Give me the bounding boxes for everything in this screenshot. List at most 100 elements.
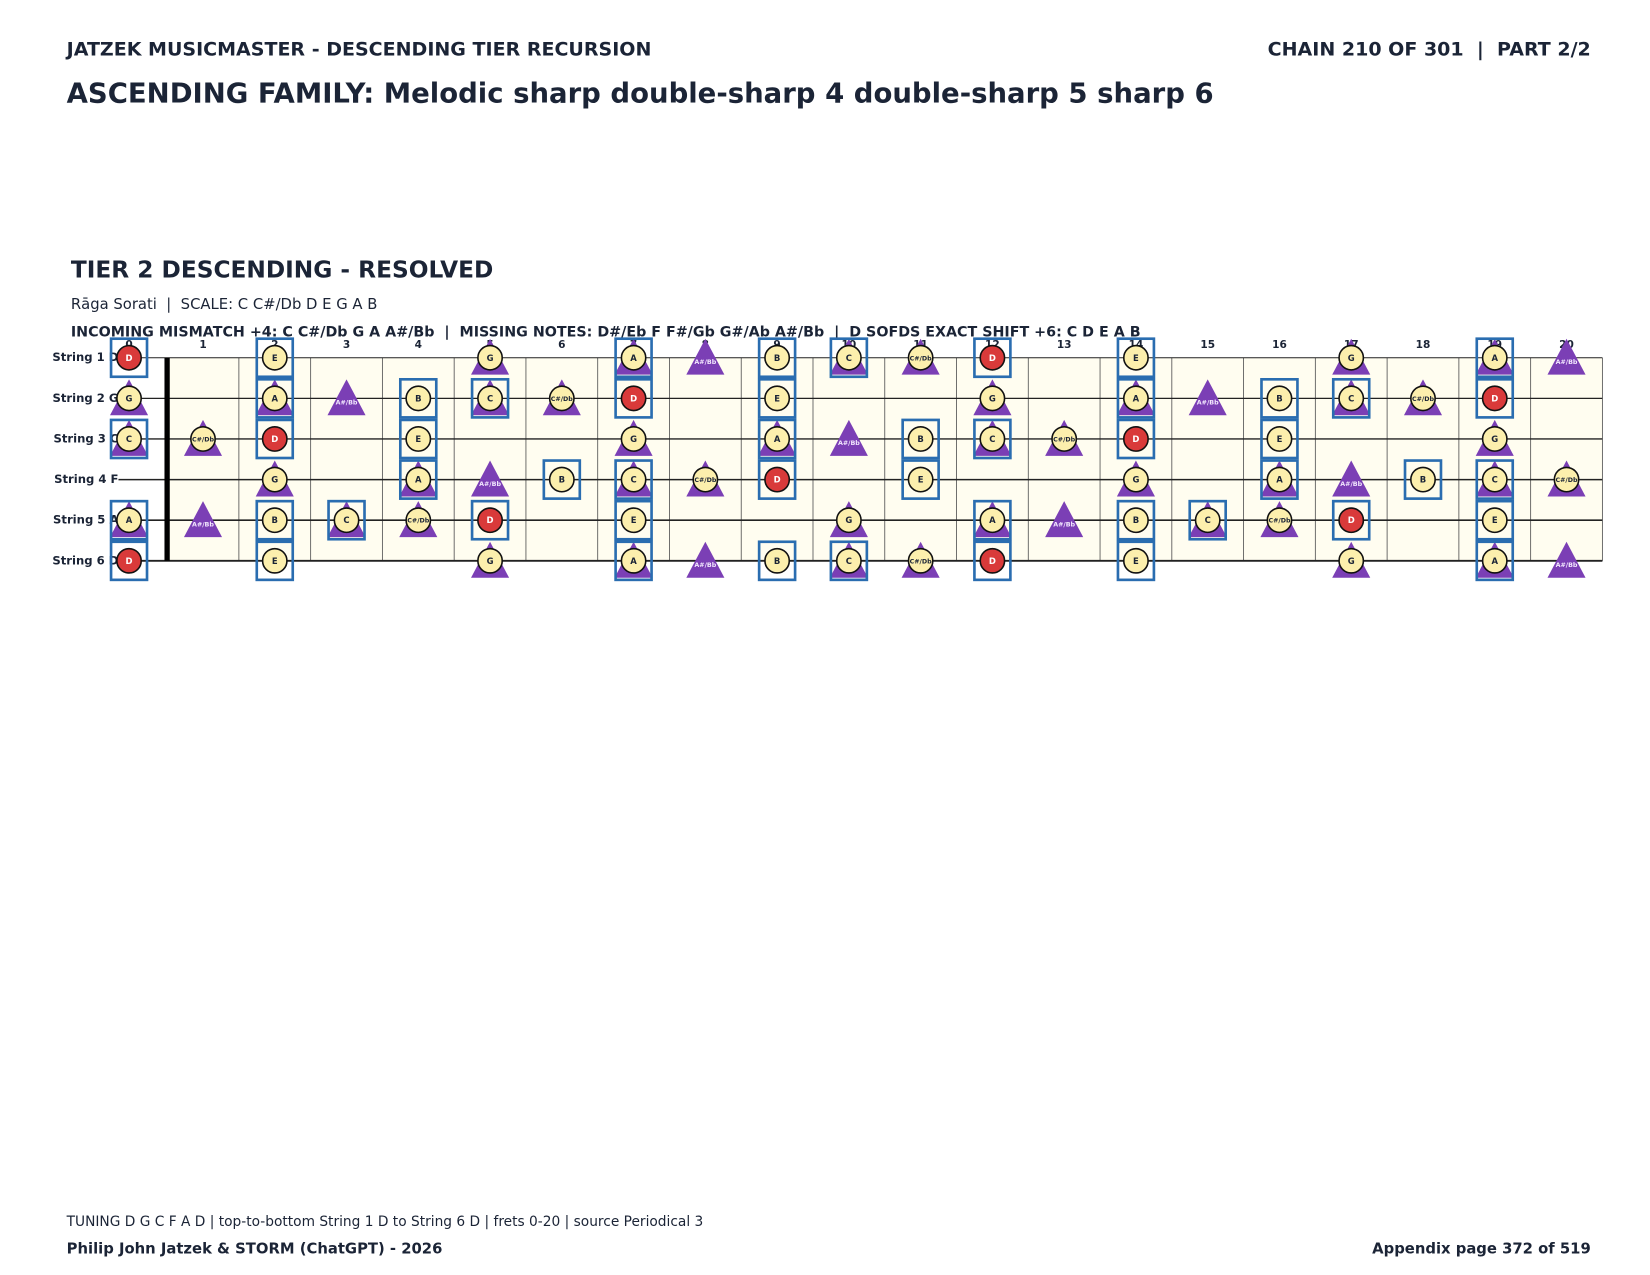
scale-note	[1481, 344, 1508, 371]
note-label: C#/Db	[407, 518, 430, 525]
note-label: G	[1348, 353, 1355, 363]
scale-note	[835, 547, 862, 574]
scale-note	[116, 507, 142, 534]
shift-box	[470, 499, 510, 541]
root-note	[764, 466, 791, 493]
scale-note	[764, 385, 791, 412]
shift-box	[398, 377, 438, 419]
scale-note	[1051, 426, 1078, 452]
string-label: String 3 C	[53, 431, 118, 445]
scale-note	[620, 426, 647, 452]
root-note	[979, 344, 1006, 371]
note-label: E	[631, 515, 637, 525]
note-label: C#/Db	[551, 396, 574, 403]
note-label: C#/Db	[910, 355, 933, 362]
note-label: E	[1133, 556, 1139, 566]
scale-note	[1266, 507, 1293, 534]
incoming-triangle	[183, 501, 223, 538]
scale-note	[477, 547, 504, 574]
note-label: D	[630, 393, 637, 403]
shift-box	[1475, 377, 1515, 419]
root-note	[116, 344, 142, 371]
scale-note	[1122, 547, 1149, 574]
note-label: E	[272, 353, 278, 363]
shift-box	[1260, 459, 1299, 500]
footer-credit: Philip John Jatzek & STORM (ChatGPT) - 2…	[67, 1240, 443, 1257]
page-title: ASCENDING FAMILY: Melodic sharp double-s…	[67, 77, 1214, 109]
shift-box	[614, 540, 653, 582]
root-note	[620, 385, 647, 412]
shift-box	[109, 337, 149, 379]
note-label: A#/Bb	[1556, 562, 1578, 569]
note-label: G	[989, 393, 996, 403]
incoming-triangle	[1547, 541, 1586, 578]
scale-note	[477, 385, 504, 412]
incoming-triangle	[1332, 460, 1371, 497]
shift-box	[757, 540, 797, 582]
shift-box	[1116, 540, 1156, 582]
shift-box	[327, 499, 366, 541]
shift-box	[829, 540, 869, 582]
scale-note	[1122, 507, 1149, 534]
incoming-triangle	[829, 419, 868, 456]
scale-note	[405, 426, 432, 452]
footer-tuning: TUNING D G C F A D | top-to-bottom Strin…	[66, 1214, 704, 1230]
scale-note	[116, 385, 142, 412]
incoming-triangle	[1188, 379, 1227, 416]
scale-note	[261, 507, 288, 534]
note-label: G	[845, 515, 852, 525]
note-label: B	[1133, 515, 1139, 525]
scale-note	[548, 466, 575, 493]
scale-note	[1410, 385, 1436, 412]
scale-note	[548, 385, 575, 412]
note-label: A	[989, 515, 996, 525]
string-label: String 5 A	[53, 513, 118, 527]
shift-box	[829, 337, 869, 379]
note-label: C	[487, 393, 493, 403]
shift-box	[109, 418, 149, 460]
note-label: B	[774, 353, 780, 363]
scale-note	[620, 507, 647, 534]
note-label: A	[126, 515, 133, 525]
scale-note	[1266, 385, 1293, 412]
scale-note	[333, 507, 360, 534]
root-note	[1338, 507, 1365, 534]
scale-note	[1410, 466, 1436, 493]
scale-note	[261, 385, 288, 412]
note-label: D	[271, 434, 278, 444]
tier-notes: INCOMING MISMATCH +4: C C#/Db G A A#/Bb …	[71, 324, 1141, 340]
string-label: String 4 F	[54, 472, 118, 486]
shift-box	[901, 459, 940, 500]
scale-note	[1266, 426, 1293, 452]
shift-box	[1116, 337, 1156, 379]
string-label: String 6 D	[52, 553, 118, 567]
scale-note	[620, 466, 647, 493]
note-label: A#/Bb	[1197, 400, 1219, 407]
note-label: A#/Bb	[479, 481, 501, 488]
scale-note	[1481, 426, 1508, 452]
header-left: JATZEK MUSICMASTER - DESCENDING TIER REC…	[65, 38, 652, 60]
note-label: A#/Bb	[192, 521, 214, 528]
note-label: B	[415, 393, 421, 403]
note-label: C#/Db	[1053, 436, 1076, 443]
scale-note	[405, 507, 432, 534]
note-label: A	[774, 434, 781, 444]
incoming-triangle	[1547, 338, 1586, 375]
shift-box	[614, 499, 653, 541]
note-label: D	[487, 515, 494, 525]
incoming-triangle	[471, 460, 510, 497]
shift-box	[398, 459, 438, 500]
note-label: B	[917, 434, 923, 444]
scale-note	[907, 466, 934, 493]
note-label: D	[126, 353, 133, 363]
scale-note	[405, 466, 432, 493]
scale-note	[1338, 385, 1365, 412]
scale-note	[692, 466, 719, 493]
root-note	[1481, 385, 1508, 412]
note-label: A#/Bb	[838, 440, 860, 447]
shift-box	[1331, 499, 1371, 541]
note-label: C	[846, 556, 852, 566]
note-label: B	[559, 475, 565, 485]
